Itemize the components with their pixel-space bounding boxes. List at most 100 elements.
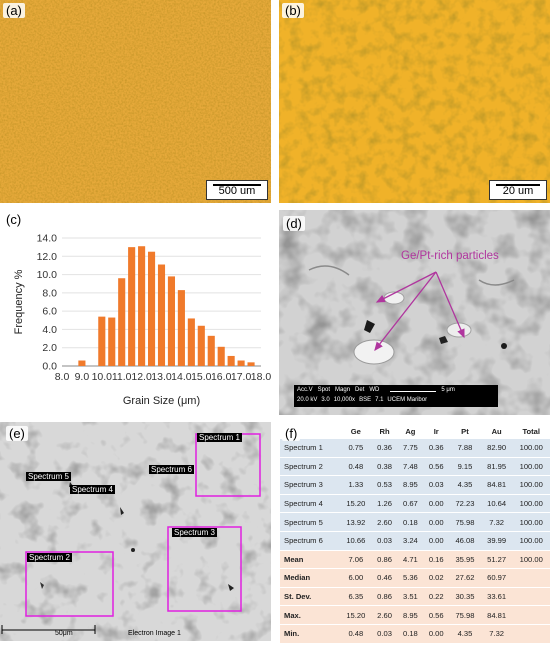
x-tick-label: 14.0 — [171, 371, 192, 383]
spectrum-row: Spectrum 6 10.66 0.03 3.24 0.00 46.08 39.99 100… — [280, 531, 550, 551]
grain-size-histogram: 0.02.04.06.08.010.012.014.08.0 9.0 10.0 11.… — [13, 233, 271, 408]
stat-row: Median 6.00 0.46 5.36 0.02 27.62 60.97 — [280, 568, 550, 588]
sem-field-det: Det — [355, 387, 365, 393]
spectrum-row: Spectrum 4 15.20 1.26 0.67 0.00 72.23 10.64 100… — [280, 494, 550, 514]
spectrum-label-1: Spectrum 1 — [197, 433, 242, 442]
table-cell: 0.48 — [340, 624, 372, 644]
y-tick-label: 4.0 — [42, 324, 57, 336]
table-cell: 1.26 — [371, 494, 398, 514]
spectrum-row: Spectrum 5 13.92 2.60 0.18 0.00 75.98 7.32 100.… — [280, 512, 550, 532]
scale-bar-text-a: 500 um — [218, 185, 256, 197]
table-cell: 35.95 — [449, 550, 481, 570]
histogram-bar — [78, 360, 86, 366]
table-cell: 60.97 — [480, 568, 513, 588]
spectrum-label-4: Spectrum 4 — [70, 485, 115, 494]
table-cell: 0.36 — [371, 439, 398, 458]
x-tick-label: 12.0 — [131, 371, 152, 383]
row-label: Median — [280, 568, 340, 588]
table-cell: 84.81 — [480, 475, 513, 495]
table-cell: 100.00 — [512, 494, 550, 514]
table-cell: 0.18 — [397, 512, 424, 532]
histogram-bar — [118, 278, 126, 366]
composition-table: Ge Rh Ag Ir Pt Au Total Spectrum 1 0.75 0.… — [280, 424, 550, 644]
panel-f: (f) Ge Rh Ag Ir Pt Au Total Spectrum 1 0.… — [280, 424, 550, 644]
sem-bar-row2: 20.0 kV 3.0 10,000x BSE 7.1 UCEM Maribor — [294, 396, 498, 405]
scale-bar-line-b — [496, 184, 540, 186]
table-cell: 81.95 — [480, 457, 513, 477]
histogram-bar — [157, 264, 166, 366]
sem-value-det: BSE — [359, 397, 372, 403]
row-label: Mean — [280, 550, 340, 570]
table-cell: 0.00 — [423, 512, 450, 532]
x-tick-label: 18.0 — [251, 371, 271, 383]
histogram-bar — [227, 355, 235, 366]
table-cell: 8.95 — [397, 605, 424, 625]
table-header-row: Ge Rh Ag Ir Pt Au Total — [280, 424, 550, 439]
panel-label-f: (f) — [282, 426, 301, 441]
sem-lab-name: UCEM Maribor — [387, 397, 428, 403]
y-tick-label: 2.0 — [42, 342, 57, 354]
histogram-bar — [177, 290, 185, 366]
x-tick-label: 17.0 — [231, 371, 252, 383]
panel-label-d: (d) — [283, 216, 305, 231]
scale-bar-text-b: 20 um — [502, 185, 534, 197]
table-cell: 0.18 — [397, 624, 424, 644]
row-label: Spectrum 6 — [280, 531, 340, 551]
sem-field-magn: Magn — [335, 387, 351, 393]
table-cell: 0.00 — [423, 624, 450, 644]
stat-row: Mean 7.06 0.86 4.71 0.16 35.95 51.27 100.00 — [280, 550, 550, 570]
table-header-pt: Pt — [461, 427, 469, 436]
table-cell: 0.56 — [423, 605, 450, 625]
y-tick-label: 8.0 — [42, 287, 57, 299]
histogram-bar — [217, 346, 225, 366]
table-cell: 1.33 — [340, 475, 372, 495]
histogram-bar — [207, 335, 215, 366]
table-header-ge: Ge — [350, 427, 361, 436]
table-header-total: Total — [522, 427, 541, 436]
table-cell: 7.48 — [397, 457, 424, 477]
histogram-bar — [108, 317, 116, 366]
table-cell — [512, 568, 550, 588]
table-cell: 5.36 — [397, 568, 424, 588]
histogram-bar — [197, 325, 205, 366]
row-label: Spectrum 1 — [280, 439, 340, 458]
spectrum-label-3: Spectrum 3 — [172, 528, 217, 537]
row-label: Max. — [280, 605, 340, 625]
spectrum-row: Spectrum 3 1.33 0.53 8.95 0.03 4.35 84.81 100.0… — [280, 475, 550, 495]
table-cell: 51.27 — [480, 550, 513, 570]
table-header-rh: Rh — [379, 427, 390, 436]
table-cell: 13.92 — [340, 512, 372, 532]
sem-value-magn: 10,000x — [333, 397, 356, 403]
ge-pt-annotation: Ge/Pt-rich particles — [401, 250, 499, 262]
table-cell: 46.08 — [449, 531, 481, 551]
panel-a: (a) 500 um — [0, 0, 271, 203]
histogram-bar — [247, 362, 255, 366]
y-tick-label: 14.0 — [37, 233, 58, 245]
histogram-bar — [138, 246, 146, 366]
y-tick-label: 10.0 — [37, 269, 58, 281]
sem-scale-line — [390, 386, 437, 392]
panel-label-a: (a) — [3, 3, 25, 18]
table-header-ag: Ag — [405, 427, 416, 436]
sem-micrograph-e — [0, 422, 271, 641]
sem-field-wd: WD — [369, 387, 380, 393]
table-cell: 100.00 — [512, 550, 550, 570]
scale-bar-b: 20 um — [489, 180, 547, 200]
panel-b: (b) 20 um — [279, 0, 550, 203]
row-label: St. Dev. — [280, 587, 340, 607]
table-cell — [512, 605, 550, 625]
sem-micrograph-d — [279, 210, 550, 415]
table-cell: 0.48 — [340, 457, 372, 477]
panel-label-b: (b) — [282, 3, 304, 18]
x-tick-label: 15.0 — [191, 371, 212, 383]
table-cell: 9.15 — [449, 457, 481, 477]
x-tick-label: 11.0 — [112, 371, 132, 383]
table-header-ir: Ir — [433, 427, 439, 436]
sem-value-spot: 3.0 — [321, 397, 330, 403]
row-label: Spectrum 4 — [280, 494, 340, 514]
table-cell: 2.60 — [371, 512, 398, 532]
x-tick-label: 8.0 — [55, 371, 70, 383]
table-cell: 3.51 — [397, 587, 424, 607]
scale-bar-a: 500 um — [206, 180, 268, 200]
panel-c: (c) 0.0 2.0 4.0 6.0 8.0 10.0 12.0 14.0 8.0 9.0 10.… — [0, 210, 271, 415]
